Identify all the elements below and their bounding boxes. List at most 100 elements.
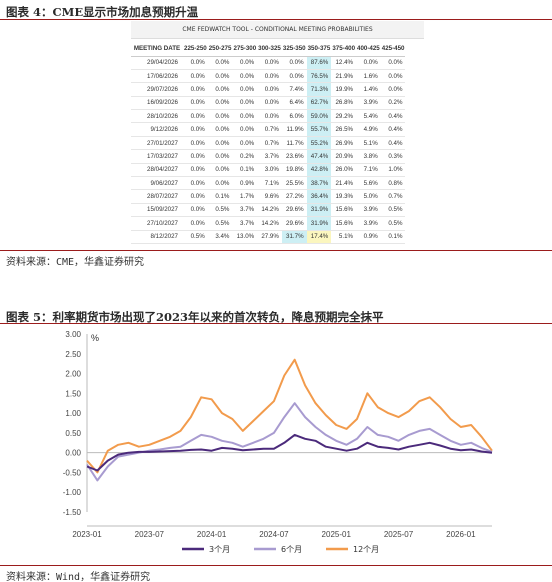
legend-label: 6个月 [281, 545, 302, 554]
probability-cell: 0.0% [207, 56, 233, 70]
probability-cell: 0.0% [257, 96, 282, 111]
table-row: 27/10/2027 0.0% 0.5% 3.7% 14.2% 29.6% 31.9% 15.… [131, 216, 406, 231]
probability-cell: 7.1% [257, 176, 282, 191]
probability-cell: 0.9% [356, 230, 381, 244]
probability-cell: 0.0% [257, 69, 282, 84]
table-row: 29/04/2026 0.0% 0.0% 0.0% 0.0% 0.0% 87.6% 12.4%… [131, 56, 406, 70]
probability-cell: 26.9% [331, 136, 357, 151]
probability-cell: 3.9% [356, 216, 381, 231]
table-row: 28/10/2026 0.0% 0.0% 0.0% 0.0% 6.0% 59.0% 29.2%… [131, 109, 406, 124]
probability-cell: 0.4% [380, 136, 406, 151]
y-tick-label: -1.50 [63, 508, 82, 517]
probability-cell: 0.0% [183, 216, 208, 231]
probability-cell: 0.5% [207, 203, 233, 218]
probability-cell: 3.8% [356, 149, 381, 164]
probability-cell: 1.6% [356, 69, 381, 84]
meeting-date-cell: 17/03/2027 [131, 149, 183, 164]
fedwatch-table: MEETING DATE 225-250 250-275 275-300 300-325… [131, 41, 406, 244]
probability-cell: 76.5% [306, 69, 332, 84]
column-header: 250-275 [207, 41, 233, 57]
probability-cell: 0.0% [183, 122, 208, 137]
probability-cell: 0.0% [183, 82, 208, 97]
probability-cell: 0.1% [207, 189, 233, 204]
y-tick-label: -1.00 [63, 488, 82, 497]
probability-cell: 0.0% [207, 163, 233, 178]
probability-cell: 42.8% [306, 163, 332, 178]
column-header: 225-250 [183, 41, 208, 57]
probability-cell: 0.0% [207, 69, 233, 84]
probability-cell: 29.6% [281, 203, 307, 218]
probability-cell: 3.7% [232, 203, 258, 218]
y-tick-label: 1.50 [65, 389, 81, 398]
probability-cell: 21.4% [331, 176, 357, 191]
probability-cell: 47.4% [306, 149, 332, 164]
probability-cell: 17.4% [306, 230, 332, 244]
probability-cell: 3.4% [207, 230, 233, 244]
series-line [86, 433, 493, 472]
figure-5-source: 资料来源：Wind，华鑫证券研究 [6, 572, 151, 582]
column-header: 300-325 [257, 41, 282, 57]
probability-cell: 0.4% [380, 109, 406, 124]
series-lines [86, 358, 493, 482]
probability-cell: 0.0% [207, 82, 233, 97]
y-tick-label: 3.00 [65, 330, 81, 339]
probability-cell: 31.7% [281, 230, 307, 244]
legend-label: 12个月 [353, 545, 379, 554]
probability-cell: 59.0% [306, 109, 332, 124]
probability-cell: 0.1% [232, 163, 258, 178]
column-header: 350-375 [306, 41, 332, 57]
column-header: 275-300 [232, 41, 258, 57]
probability-cell: 38.7% [306, 176, 332, 191]
probability-cell: 0.0% [281, 69, 307, 84]
probability-cell: 0.0% [183, 56, 208, 70]
probability-cell: 0.0% [183, 69, 208, 84]
x-tick-label: 2024-01 [197, 530, 227, 539]
probability-cell: 23.6% [281, 149, 307, 164]
table-row: 8/12/2027 0.5% 3.4% 13.0% 27.9% 31.7% 17.4% 5.1… [131, 230, 406, 244]
probability-cell: 19.9% [331, 82, 357, 97]
probability-cell: 0.7% [380, 189, 406, 204]
meeting-date-cell: 27/10/2027 [131, 216, 183, 231]
probability-cell: 0.0% [207, 136, 233, 151]
probability-cell: 55.7% [306, 122, 332, 137]
figure-5-title: 图表 5：利率期货市场出现了2023年以来的首次转负，降息预期完全抹平 [6, 310, 384, 324]
meeting-date-cell: 27/01/2027 [131, 136, 183, 151]
probability-cell: 0.7% [257, 122, 282, 137]
probability-cell: 26.8% [331, 96, 357, 111]
probability-cell: 0.0% [183, 136, 208, 151]
probability-cell: 0.1% [380, 230, 406, 244]
probability-cell: 5.6% [356, 176, 381, 191]
table-row: 9/12/2026 0.0% 0.0% 0.0% 0.7% 11.9% 55.7% 26.5%… [131, 122, 406, 137]
probability-cell: 14.2% [257, 216, 282, 231]
probability-cell: 13.0% [232, 230, 258, 244]
probability-cell: 0.0% [232, 96, 258, 111]
probability-cell: 0.0% [183, 96, 208, 111]
column-header: 425-450 [380, 41, 406, 57]
x-axis: 2023-01 2023-07 2024-01 2024-07 2025-01 2025-… [72, 525, 492, 539]
probability-cell: 5.1% [331, 230, 357, 244]
probability-cell: 0.5% [380, 216, 406, 231]
probability-cell: 0.0% [380, 82, 406, 97]
meeting-date-cell: 8/12/2027 [131, 230, 183, 244]
probability-cell: 0.0% [281, 56, 307, 70]
y-tick-label: 2.00 [65, 370, 81, 379]
y-tick-label: 0.00 [65, 449, 81, 458]
probability-cell: 0.0% [380, 56, 406, 70]
table-header-row: MEETING DATE 225-250 250-275 275-300 300-325… [131, 41, 406, 57]
meeting-date-cell: 28/04/2027 [131, 163, 183, 178]
probability-cell: 25.5% [281, 176, 307, 191]
probability-cell: 55.2% [306, 136, 332, 151]
x-tick-label: 2026-01 [446, 530, 476, 539]
fedwatch-table-title: CME FEDWATCH TOOL - CONDITIONAL MEETING … [131, 21, 424, 39]
column-header: 375-400 [331, 41, 357, 57]
y-tick-label: -0.50 [63, 468, 82, 477]
series-line [86, 402, 493, 482]
source-rule [0, 565, 552, 566]
probability-cell: 11.9% [281, 122, 307, 137]
probability-cell: 3.9% [356, 203, 381, 218]
x-tick-label: 2023-01 [72, 530, 102, 539]
probability-cell: 0.5% [183, 230, 208, 244]
probability-cell: 0.0% [232, 82, 258, 97]
y-tick-label: 2.50 [65, 350, 81, 359]
probability-cell: 0.5% [207, 216, 233, 231]
